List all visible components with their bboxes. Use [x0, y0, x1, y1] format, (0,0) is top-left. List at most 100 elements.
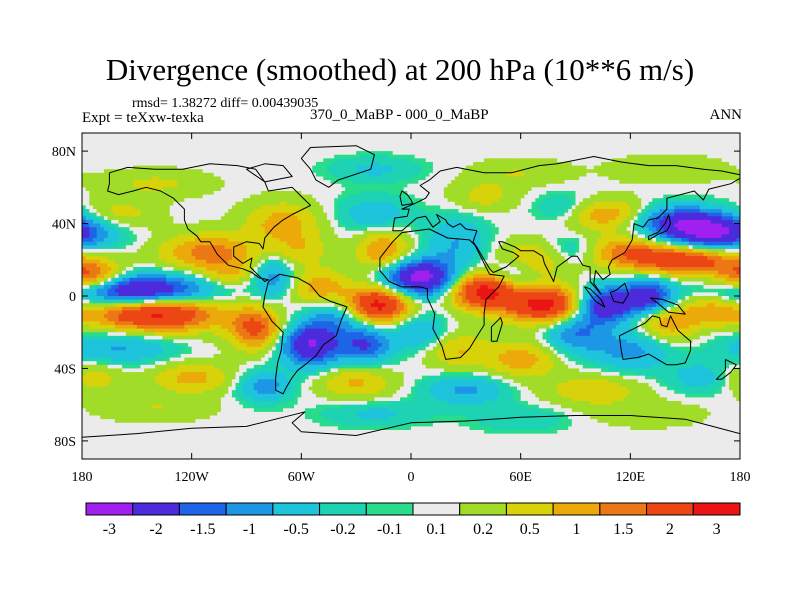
- field-cell: [491, 173, 495, 177]
- field-cell: [385, 224, 389, 228]
- field-cell: [491, 180, 495, 184]
- field-cell: [144, 231, 148, 235]
- field-cell: [586, 137, 590, 141]
- field-cell: [181, 133, 185, 137]
- field-cell: [184, 144, 188, 148]
- field-cell: [469, 213, 473, 217]
- field-cell: [459, 231, 463, 235]
- field-cell: [170, 213, 174, 217]
- field-cell: [104, 227, 108, 231]
- field-cell: [678, 187, 682, 191]
- field-cell: [166, 205, 170, 209]
- field-cell: [729, 144, 733, 148]
- field-cell: [433, 155, 437, 159]
- field-cell: [294, 216, 298, 220]
- field-cell: [188, 147, 192, 151]
- field-cell: [543, 224, 547, 228]
- field-cell: [579, 173, 583, 177]
- field-cell: [272, 155, 276, 159]
- field-cell: [714, 147, 718, 151]
- field-cell: [455, 133, 459, 137]
- field-cell: [287, 151, 291, 155]
- field-cell: [689, 205, 693, 209]
- field-cell: [243, 191, 247, 195]
- field-cell: [374, 187, 378, 191]
- field-cell: [491, 176, 495, 180]
- field-cell: [97, 202, 101, 206]
- field-cell: [674, 133, 678, 137]
- field-cell: [488, 133, 492, 137]
- field-cell: [499, 198, 503, 202]
- field-cell: [459, 162, 463, 166]
- field-cell: [510, 140, 514, 144]
- field-cell: [363, 195, 367, 199]
- field-cell: [203, 220, 207, 224]
- field-cell: [173, 195, 177, 199]
- field-cell: [385, 166, 389, 170]
- field-cell: [590, 202, 594, 206]
- field-cell: [250, 140, 254, 144]
- field-cell: [126, 227, 130, 231]
- field-cell: [108, 209, 112, 213]
- field-cell: [568, 224, 572, 228]
- field-cell: [404, 137, 408, 141]
- field-cell: [572, 169, 576, 173]
- field-cell: [451, 209, 455, 213]
- field-cell: [159, 220, 163, 224]
- field-cell: [316, 198, 320, 202]
- field-cell: [440, 162, 444, 166]
- field-cell: [111, 220, 115, 224]
- field-cell: [133, 147, 137, 151]
- field-cell: [159, 209, 163, 213]
- field-cell: [638, 202, 642, 206]
- field-cell: [415, 169, 419, 173]
- field-cell: [100, 205, 104, 209]
- field-cell: [495, 224, 499, 228]
- field-cell: [279, 195, 283, 199]
- field-cell: [374, 133, 378, 137]
- field-cell: [148, 220, 152, 224]
- field-cell: [316, 151, 320, 155]
- field-cell: [707, 202, 711, 206]
- field-cell: [524, 187, 528, 191]
- field-cell: [338, 195, 342, 199]
- field-cell: [667, 173, 671, 177]
- field-cell: [323, 220, 327, 224]
- field-cell: [86, 216, 90, 220]
- field-cell: [334, 209, 338, 213]
- field-cell: [557, 231, 561, 235]
- field-cell: [166, 173, 170, 177]
- field-cell: [393, 231, 397, 235]
- field-cell: [521, 227, 525, 231]
- field-cell: [338, 224, 342, 228]
- field-cell: [448, 195, 452, 199]
- field-cell: [703, 180, 707, 184]
- field-cell: [714, 227, 718, 231]
- field-cell: [367, 158, 371, 162]
- field-cell: [268, 155, 272, 159]
- field-cell: [115, 227, 119, 231]
- field-cell: [638, 184, 642, 188]
- field-cell: [232, 176, 236, 180]
- field-cell: [506, 147, 510, 151]
- field-cell: [729, 155, 733, 159]
- field-cell: [396, 166, 400, 170]
- field-cell: [257, 220, 261, 224]
- field-cell: [641, 195, 645, 199]
- field-cell: [528, 144, 532, 148]
- field-cell: [656, 195, 660, 199]
- field-cell: [645, 180, 649, 184]
- field-cell: [462, 162, 466, 166]
- field-cell: [155, 147, 159, 151]
- field-cell: [396, 147, 400, 151]
- field-cell: [455, 191, 459, 195]
- field-cell: [272, 184, 276, 188]
- field-cell: [367, 191, 371, 195]
- field-cell: [374, 176, 378, 180]
- field-cell: [634, 140, 638, 144]
- field-cell: [97, 169, 101, 173]
- field-cell: [108, 227, 112, 231]
- field-cell: [415, 137, 419, 141]
- field-cell: [148, 202, 152, 206]
- field-cell: [327, 202, 331, 206]
